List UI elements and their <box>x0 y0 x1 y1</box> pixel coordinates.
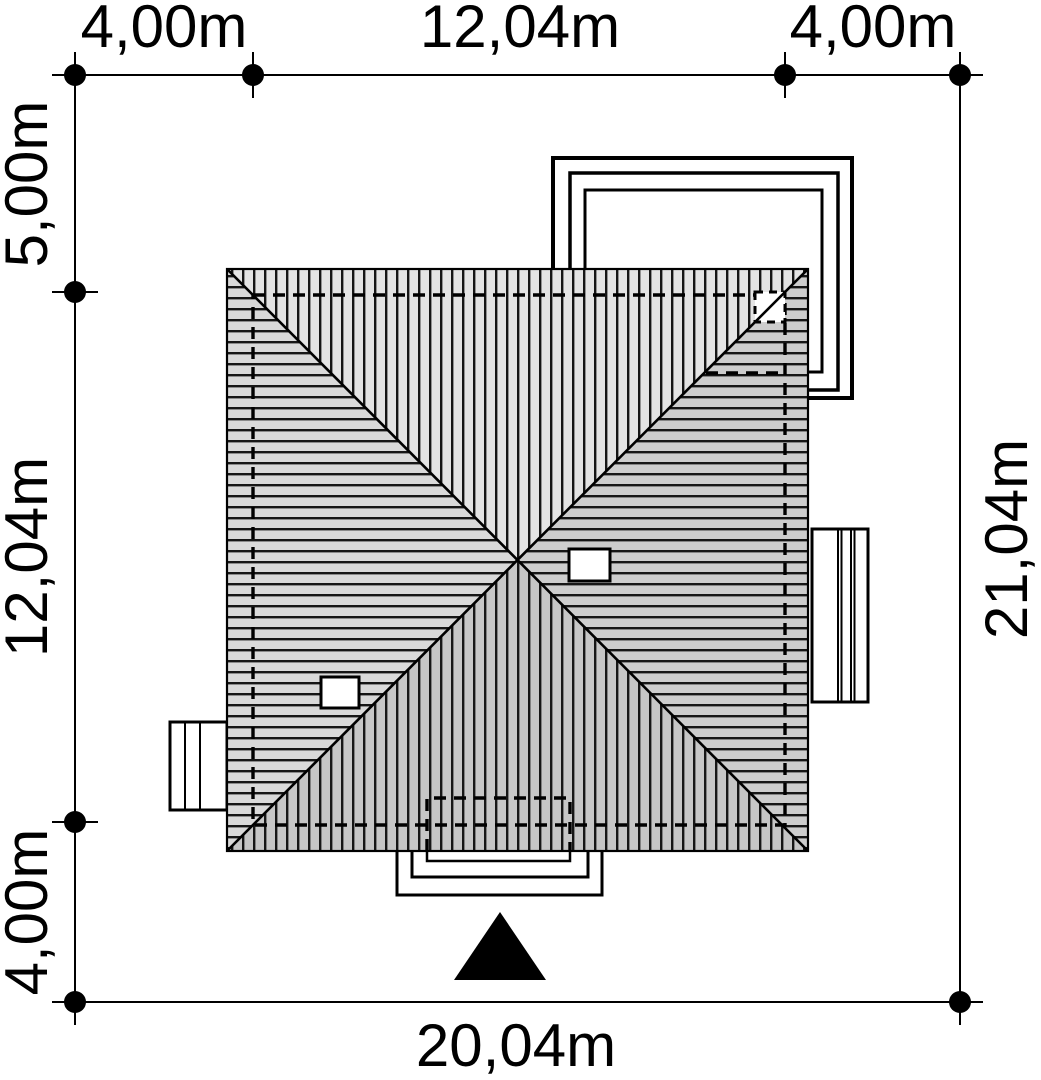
dimension-node <box>937 979 983 1025</box>
dim-label-top-center: 12,04m <box>419 0 621 60</box>
dimension-node <box>52 979 98 1025</box>
step-outline-inner <box>425 851 572 863</box>
dim-label-top-right: 4,00m <box>789 0 957 60</box>
entrance-marker-icon <box>454 912 546 980</box>
porch-left-outline <box>168 720 229 812</box>
dimension-node <box>937 52 983 98</box>
dim-label-bottom-total: 20,04m <box>415 1012 617 1079</box>
step-outline-middle <box>410 851 590 879</box>
entrance-steps <box>395 851 604 897</box>
hip-line-ne-sw <box>226 268 809 852</box>
dimension-nodes <box>52 52 983 1025</box>
hidden-wall-outline <box>251 293 787 827</box>
roof-face-east <box>517 269 808 851</box>
hidden-steps-outline <box>425 796 572 851</box>
porch-left <box>168 720 229 812</box>
dimension-node <box>242 52 264 98</box>
dimension-node <box>52 281 98 303</box>
porch-right-outline <box>810 527 870 704</box>
step-outline-outer <box>395 851 604 897</box>
site-boundary <box>74 74 961 1003</box>
dim-label-right-total: 21,04m <box>973 438 1040 640</box>
dim-label-left-middle: 12,04m <box>0 456 60 658</box>
roof-eave-outline <box>225 267 810 853</box>
chimney-east <box>567 547 612 583</box>
dimension-node <box>52 811 98 833</box>
hipped-roof <box>225 267 810 853</box>
dim-label-top-left: 4,00m <box>80 0 248 60</box>
dimension-node <box>774 52 796 98</box>
dim-label-left-lower: 4,00m <box>0 828 60 996</box>
roof-face-north <box>227 269 808 560</box>
porch-right <box>810 527 870 704</box>
dimension-node <box>52 52 98 98</box>
dim-label-left-upper: 5,00m <box>0 100 60 268</box>
roof-face-south <box>227 560 808 851</box>
chimney-west <box>319 675 361 710</box>
roof-face-west <box>227 269 518 851</box>
